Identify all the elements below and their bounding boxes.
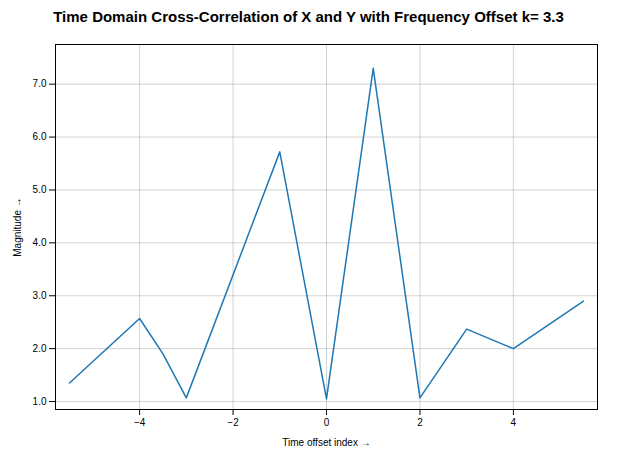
svg-text:2: 2 <box>417 417 423 428</box>
svg-text:6.0: 6.0 <box>33 131 47 142</box>
svg-text:Time offset index →: Time offset index → <box>282 437 370 448</box>
svg-text:5.0: 5.0 <box>33 184 47 195</box>
svg-text:2.0: 2.0 <box>33 343 47 354</box>
svg-text:−2: −2 <box>227 417 239 428</box>
svg-text:1.0: 1.0 <box>33 396 47 407</box>
svg-text:−4: −4 <box>134 417 146 428</box>
svg-text:3.0: 3.0 <box>33 290 47 301</box>
svg-text:0: 0 <box>324 417 330 428</box>
svg-text:4: 4 <box>511 417 517 428</box>
html-text:Time Domain Cross-Correlation: Time Domain Cross-Correlation of X and Y… <box>53 8 564 25</box>
svg-text:4.0: 4.0 <box>33 237 47 248</box>
svg-text:Magnitude →: Magnitude → <box>12 197 23 256</box>
svg-text:7.0: 7.0 <box>33 78 47 89</box>
